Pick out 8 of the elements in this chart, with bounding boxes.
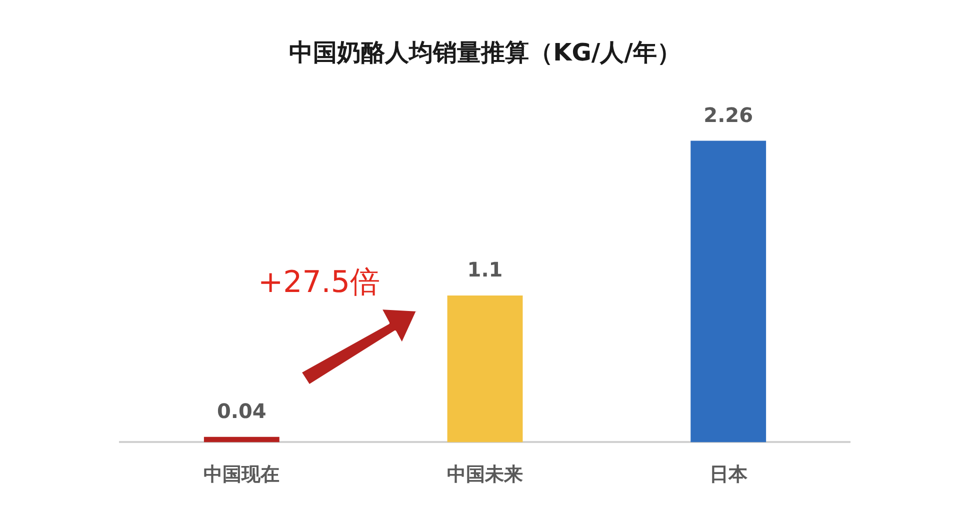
data-label: 0.04 bbox=[216, 399, 266, 424]
data-label: 1.1 bbox=[467, 258, 503, 282]
chart-title: 中国奶酪人均销量推算（KG/人/年） bbox=[289, 38, 681, 67]
annotation: +27.5倍 bbox=[258, 264, 380, 302]
x-tick-label: 中国未来 bbox=[447, 464, 523, 486]
data-label: 2.26 bbox=[704, 103, 754, 128]
x-tick-label: 中国现在 bbox=[204, 464, 280, 486]
x-tick-label: 日本 bbox=[709, 464, 748, 486]
